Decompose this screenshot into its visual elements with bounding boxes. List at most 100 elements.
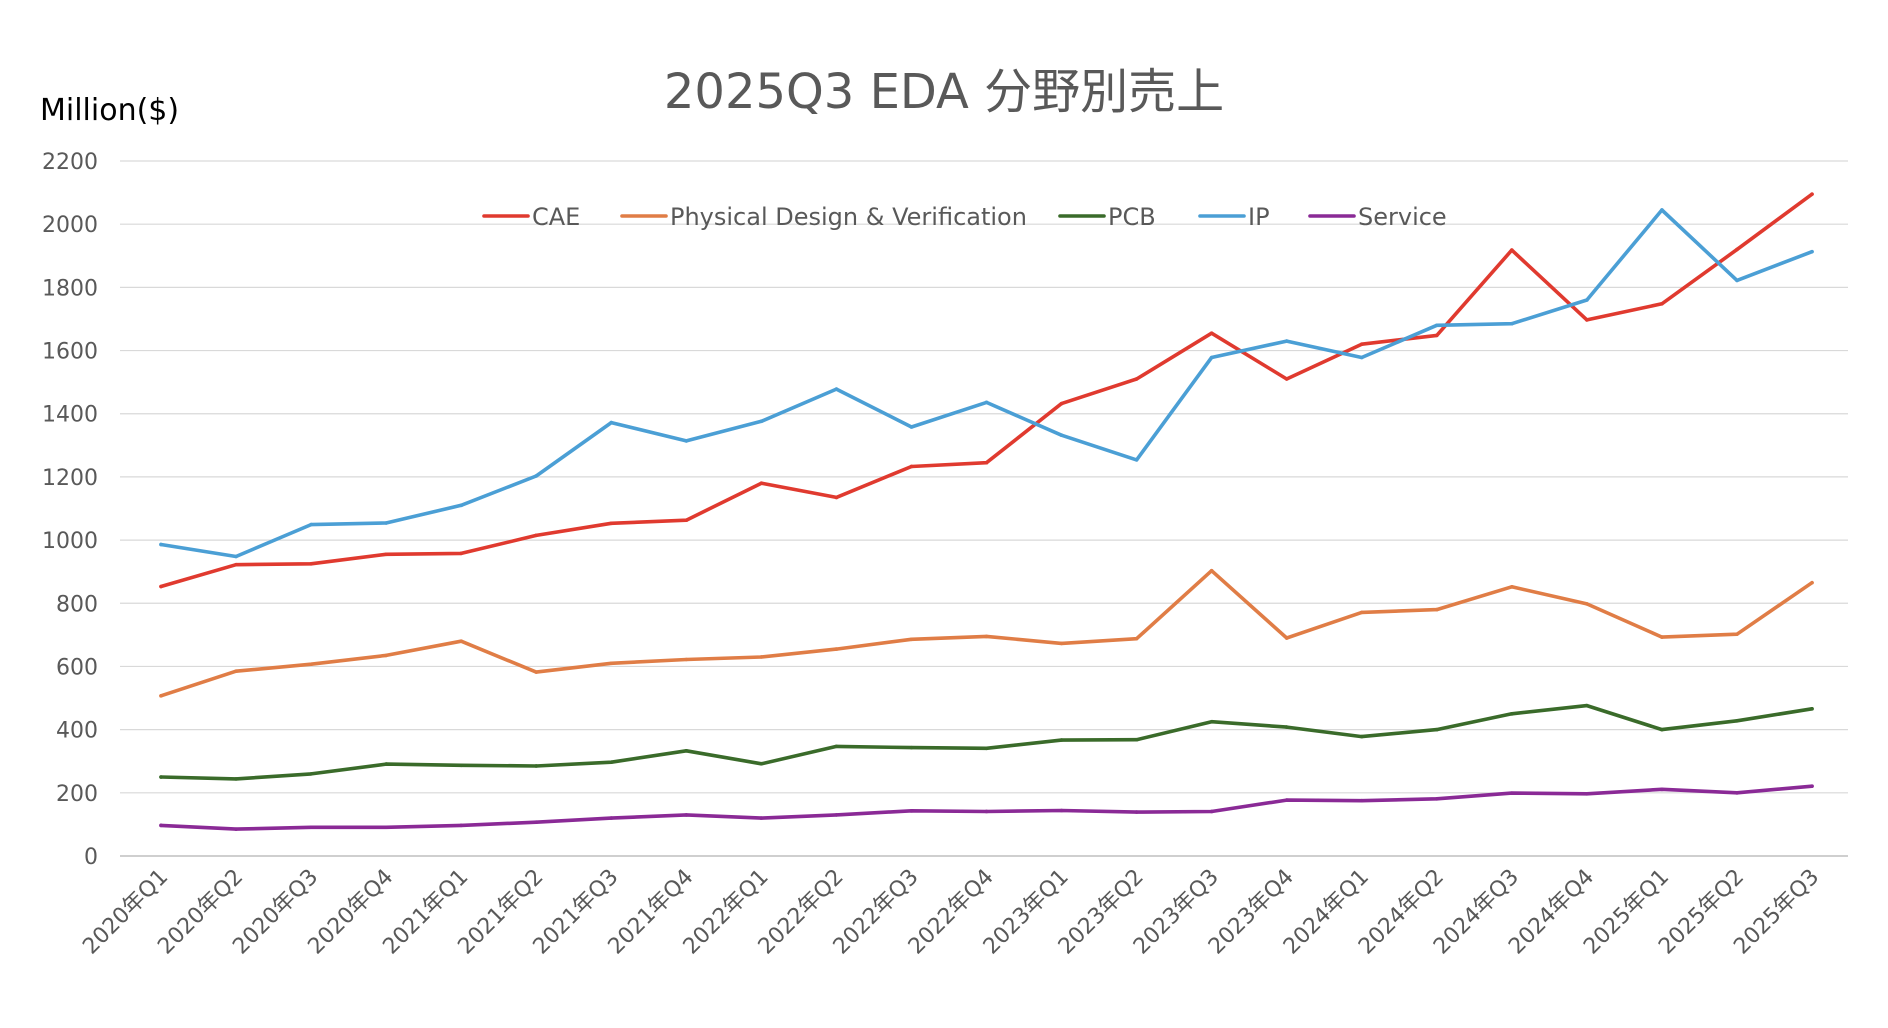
data-point — [459, 639, 463, 643]
series-line-ip — [159, 208, 1814, 559]
legend: CAE Physical Design & Verification PCB IP Se… — [482, 203, 1447, 231]
y-tick-label: 1800 — [42, 276, 98, 301]
data-point — [1284, 798, 1289, 802]
data-point — [759, 761, 764, 766]
data-point — [309, 772, 313, 776]
data-point — [684, 439, 689, 443]
data-point — [834, 495, 839, 500]
y-axis-ticks: 0 200 400 600 800 1000 1200 1400 1600 1800 2000 220… — [42, 150, 98, 870]
data-point — [1284, 377, 1289, 381]
data-point — [1284, 636, 1289, 640]
data-point — [1359, 734, 1364, 739]
y-tick-label: 400 — [56, 719, 98, 744]
data-point — [1660, 635, 1664, 639]
data-point — [834, 744, 839, 749]
data-point — [909, 425, 914, 429]
data-point — [1810, 784, 1814, 788]
data-point — [684, 657, 689, 662]
data-point — [1510, 712, 1514, 716]
data-point — [909, 464, 914, 469]
data-point — [909, 809, 914, 813]
data-point — [459, 551, 463, 556]
data-point — [1735, 718, 1739, 723]
data-point — [1359, 355, 1364, 360]
data-point — [759, 655, 764, 659]
data-point — [1810, 192, 1814, 196]
data-point — [534, 820, 539, 824]
data-point — [1660, 208, 1664, 212]
data-point — [1359, 342, 1364, 347]
data-point — [234, 777, 238, 781]
data-point — [1059, 433, 1064, 438]
data-point — [1284, 339, 1289, 343]
data-point — [234, 554, 238, 559]
data-point — [159, 823, 163, 828]
data-point — [759, 481, 764, 486]
series-line-cae — [159, 192, 1814, 589]
y-tick-label: 2200 — [42, 150, 98, 175]
data-point — [309, 522, 313, 527]
data-point — [834, 387, 839, 391]
data-point — [384, 521, 388, 525]
data-point — [609, 521, 614, 526]
legend-label: Physical Design & Verification — [670, 203, 1027, 231]
y-tick-label: 2000 — [42, 213, 98, 238]
series-line-physical-design-verification — [159, 568, 1814, 698]
data-point — [1134, 737, 1139, 742]
data-point — [309, 662, 313, 667]
data-point — [1209, 809, 1214, 814]
data-point — [609, 661, 614, 666]
data-point — [1209, 331, 1214, 335]
data-point — [1059, 641, 1064, 646]
data-point — [609, 816, 614, 820]
data-point — [834, 647, 839, 651]
data-point — [1660, 727, 1664, 732]
data-point — [1059, 808, 1064, 813]
y-tick-label: 1200 — [42, 466, 98, 491]
y-tick-label: 600 — [56, 655, 98, 680]
data-point — [234, 827, 238, 831]
data-point — [1284, 725, 1289, 729]
data-point — [609, 760, 614, 764]
data-point — [1660, 301, 1664, 306]
data-point — [609, 420, 614, 425]
data-point — [1134, 636, 1139, 641]
data-point — [1585, 703, 1589, 708]
data-point — [984, 746, 989, 751]
data-point — [834, 813, 839, 817]
data-point — [384, 825, 388, 830]
data-point — [1510, 585, 1514, 589]
data-point — [1735, 247, 1739, 252]
data-point — [534, 670, 539, 674]
data-point — [909, 745, 914, 750]
data-point — [1735, 632, 1739, 637]
series-layer — [159, 192, 1814, 831]
data-point — [1059, 401, 1064, 406]
data-point — [159, 694, 163, 698]
y-tick-label: 1600 — [42, 340, 98, 365]
series-line-pcb — [159, 703, 1814, 781]
data-point — [1510, 248, 1514, 252]
data-point — [1134, 458, 1139, 462]
data-point — [159, 542, 163, 547]
y-tick-label: 1000 — [42, 529, 98, 554]
data-point — [234, 562, 238, 567]
data-point — [1810, 249, 1814, 254]
data-point — [684, 813, 689, 817]
y-tick-label: 800 — [56, 592, 98, 617]
data-point — [1434, 727, 1439, 732]
legend-label: IP — [1248, 203, 1270, 231]
data-point — [1585, 298, 1589, 302]
data-point — [1059, 738, 1064, 742]
data-point — [1209, 568, 1214, 573]
data-point — [759, 419, 764, 424]
data-point — [309, 561, 313, 566]
grid-layer — [120, 160, 1848, 857]
data-point — [1434, 333, 1439, 338]
data-point — [1810, 706, 1814, 711]
data-point — [984, 400, 989, 405]
data-point — [684, 749, 689, 753]
data-point — [234, 669, 238, 673]
data-point — [1209, 355, 1214, 360]
data-point — [984, 634, 989, 639]
